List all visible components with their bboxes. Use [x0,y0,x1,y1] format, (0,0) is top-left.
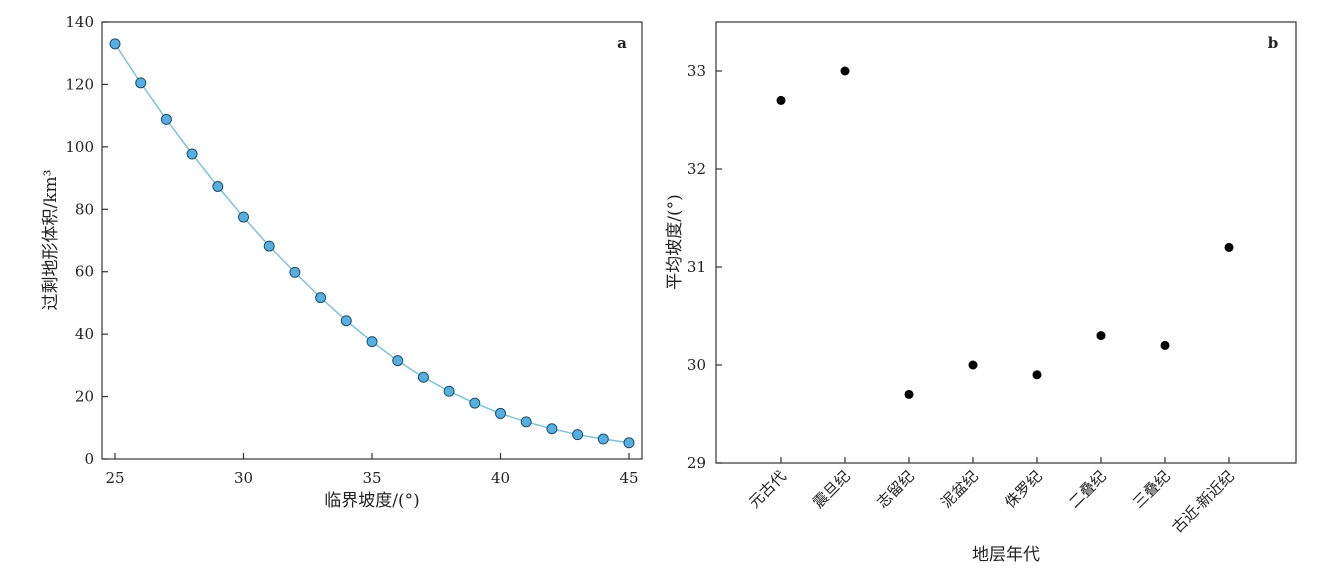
panel-a-x-tick-label: 25 [105,469,124,487]
panel-b-category-label: 元古代 [745,467,790,512]
panel-a-y-tick-label: 20 [75,388,94,406]
panel-b-category-label: 震旦纪 [809,467,854,512]
panel-b-y-tick-label: 31 [687,258,706,276]
panel-a-y-tick-label: 0 [84,450,94,468]
panel-a-y-axis: 0 20 40 60 80 100 120 140 [65,13,108,468]
panel-b-y-tick-label: 33 [687,62,706,80]
panel-b-point [904,389,914,399]
panel-a-point [623,437,635,449]
panel-b-point [1160,340,1170,350]
panel-a-letter: a [617,34,627,52]
panel-a-point [160,113,172,125]
panel-b-point [840,66,850,76]
panel-a-y-tick-label: 100 [65,138,94,156]
panel-b-category-label: 三叠纪 [1129,467,1174,512]
panel-a-point [520,416,532,428]
panel-b-y-tick-label: 30 [687,356,706,374]
panel-a-point [443,385,455,397]
panel-a-point [392,355,404,367]
panel-b-category-label: 古近-新近纪 [1168,467,1237,536]
panel-b-y-axis-label: 平均坡度/(°) [665,194,685,290]
panel-a-x-tick-label: 40 [491,469,510,487]
panel-b-category-label: 志留纪 [873,467,918,512]
panel-b-y-tick-label: 29 [687,454,706,472]
panel-a-x-tick-label: 45 [619,469,638,487]
panel-a-x-tick-label: 35 [362,469,381,487]
panel-a-y-tick-label: 60 [75,263,94,281]
panel-b-y-axis: 29 30 31 32 33 [687,62,722,472]
panel-a-point [289,266,301,278]
panel-a-x-axis-label: 临界坡度/(°) [324,491,420,511]
panel-a-point [109,38,121,50]
panel-a-point [186,148,198,160]
panel-b-category-label: 泥盆纪 [937,467,982,512]
panel-b-x-axis-label: 地层年代 [972,545,1040,565]
panel-a-y-tick-label: 120 [65,75,94,93]
panel-b-point [776,95,786,105]
panel-b-plot-frame [715,21,1297,464]
panel-a-x-tick-label: 30 [234,469,253,487]
panel-b-letter: b [1268,34,1279,52]
panel-a-point [546,423,558,435]
panel-a-plot-frame [101,21,643,460]
panel-a-point [417,371,429,383]
panel-b-point [1096,331,1106,341]
panel-a-point [469,397,481,409]
panel-b-category-label: 侏罗纪 [1001,467,1046,512]
panel-a-point [315,292,327,304]
panel-a-point [263,240,275,252]
panel-b-point [1224,242,1234,252]
panel-b-y-tick-label: 32 [687,160,706,178]
panel-a-point [212,180,224,192]
panel-a-y-tick-label: 140 [65,13,94,31]
panel-a-volume-vs-slope: 0 20 40 60 80 100 120 140 25 30 35 40 45 a 临界坡度/(°)… [41,13,643,511]
panel-a-point [366,336,378,348]
panel-a-point [135,77,147,89]
panel-b-category-label: 二叠纪 [1065,467,1110,512]
panel-a-point [238,211,249,223]
panel-b-points [776,66,1234,399]
panel-a-series-line [114,43,630,444]
panel-a-point [495,407,506,419]
panel-a-points [109,38,635,449]
panel-a-y-axis-label: 过剩地形体积/km³ [41,170,61,311]
panel-a-x-axis: 25 30 35 40 45 [105,453,639,487]
panel-b-point [1032,370,1042,380]
panel-a-point [340,315,352,327]
panel-a-point [597,433,609,445]
panel-b-point [968,360,978,370]
panel-a-point [572,429,584,441]
panel-a-y-tick-label: 80 [75,200,94,218]
panel-a-y-tick-label: 40 [75,325,94,343]
